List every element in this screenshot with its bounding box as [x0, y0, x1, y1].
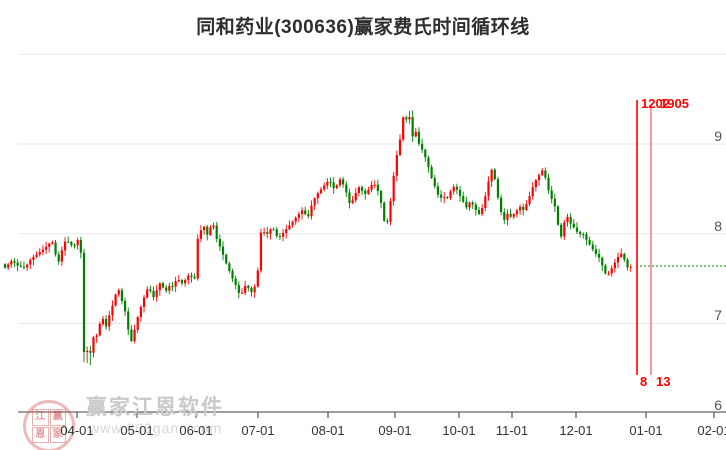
y-axis-label: 7	[714, 307, 722, 324]
watermark-seal-char: 赢	[49, 409, 66, 426]
x-axis-label: 12-01	[559, 423, 593, 438]
x-axis-label: 05-01	[120, 423, 154, 438]
watermark-url: www.360gann.com	[89, 420, 223, 436]
x-axis-label: 11-01	[495, 423, 529, 438]
cycle-label-bottom-2: 13	[656, 374, 671, 389]
watermark-brand: 赢家江恩软件	[86, 396, 224, 419]
x-axis-label: 10-01	[442, 423, 476, 438]
x-axis-label: 04-01	[60, 423, 94, 438]
watermark-seal-char: 恩	[32, 426, 49, 443]
cycle-label-top-1: 1202	[641, 96, 670, 111]
x-axis-label: 01-01	[629, 423, 663, 438]
chart-title: 同和药业(300636)赢家费氏时间循环线	[196, 17, 530, 38]
cycle-label-top-2: 1905	[660, 96, 689, 111]
x-axis-label: 06-01	[179, 423, 213, 438]
x-axis-label: 08-01	[311, 423, 345, 438]
watermark-seal-icon: 江 赢 恩 家	[23, 400, 75, 450]
x-axis-label: 07-01	[241, 423, 275, 438]
x-axis-label: 09-01	[378, 423, 412, 438]
y-axis-label: 9	[714, 127, 722, 144]
x-axis-label: 02-01	[697, 423, 726, 438]
watermark-seal-char: 江	[32, 409, 49, 426]
y-axis-label: 8	[714, 217, 722, 234]
cycle-label-bottom-1: 8	[640, 374, 648, 389]
watermark-seal-char: 家	[49, 426, 66, 443]
y-axis-label: 6	[714, 397, 722, 413]
